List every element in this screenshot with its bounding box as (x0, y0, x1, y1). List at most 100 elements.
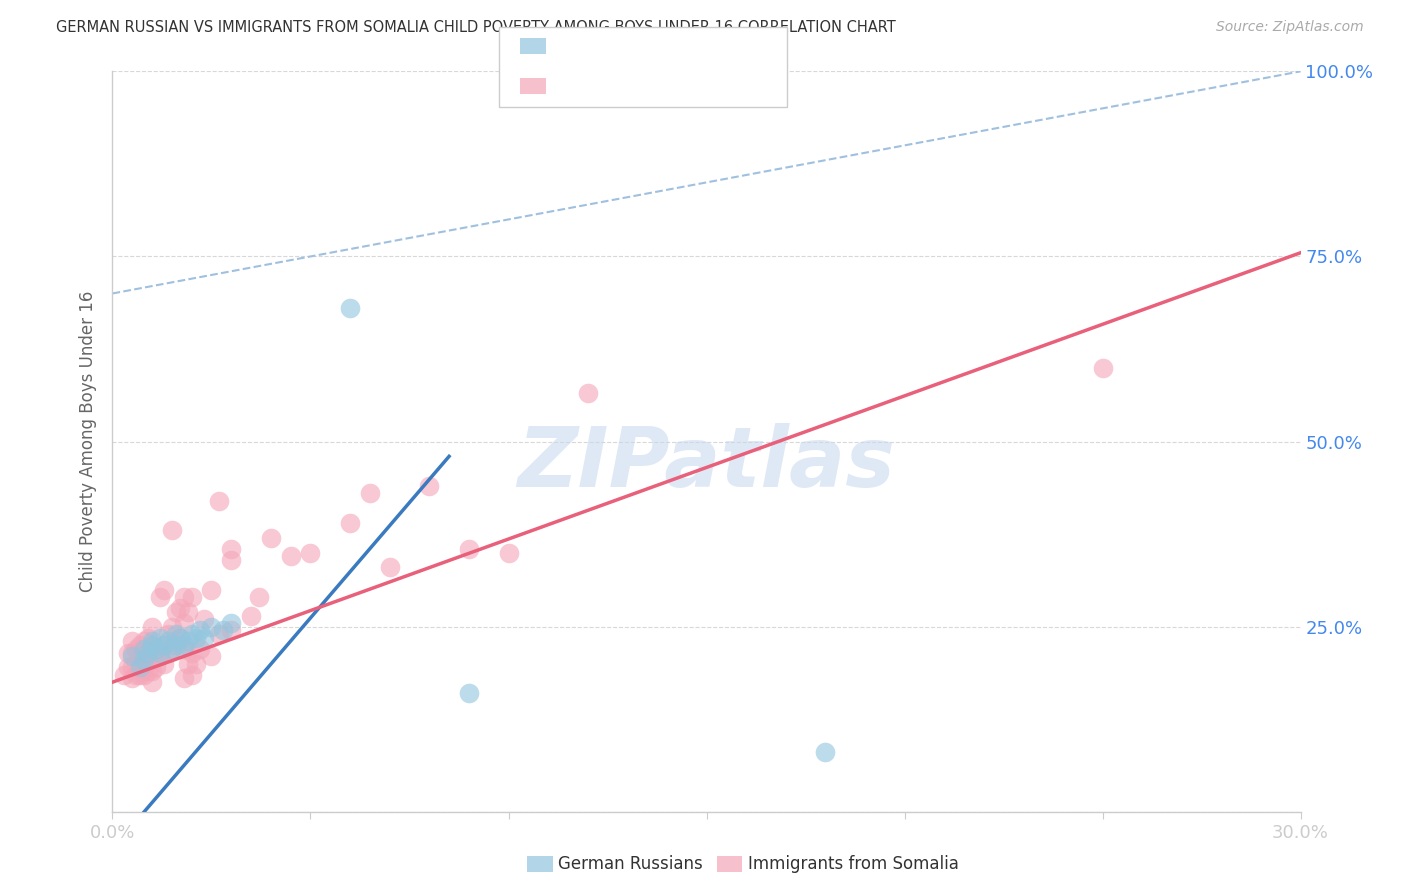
Point (145, 641, 167, 656)
Point (141, 619, 163, 633)
Point (219, 624, 242, 638)
Text: N = 73: N = 73 (662, 77, 720, 95)
Point (134, 634, 156, 648)
Point (247, 590, 270, 604)
Point (149, 649, 172, 664)
Point (134, 660, 156, 674)
Point (180, 667, 202, 681)
Point (359, 486, 381, 500)
Y-axis label: Child Poverty Among Boys Under 16: Child Poverty Among Boys Under 16 (79, 291, 97, 592)
Point (208, 627, 231, 641)
Point (125, 667, 148, 681)
Point (136, 646, 159, 660)
Point (134, 667, 156, 681)
Text: N = 28: N = 28 (662, 37, 720, 55)
Point (153, 638, 176, 652)
Point (136, 664, 159, 678)
Point (160, 524, 183, 538)
Text: GERMAN RUSSIAN VS IMMIGRANTS FROM SOMALIA CHILD POVERTY AMONG BOYS UNDER 16 CORR: GERMAN RUSSIAN VS IMMIGRANTS FROM SOMALI… (56, 20, 896, 35)
Point (121, 660, 143, 674)
Point (173, 638, 195, 652)
Point (219, 615, 242, 630)
Point (212, 624, 235, 638)
Point (160, 619, 183, 633)
Point (153, 582, 176, 597)
Point (117, 660, 139, 674)
Point (136, 649, 159, 664)
Point (129, 667, 152, 681)
Point (177, 657, 200, 671)
Point (169, 601, 191, 615)
Point (141, 649, 163, 664)
Point (121, 672, 143, 686)
Point (219, 553, 242, 567)
Point (200, 649, 222, 664)
Point (188, 641, 211, 656)
Point (498, 546, 520, 560)
Point (299, 546, 322, 560)
Point (280, 549, 302, 564)
Point (165, 638, 187, 652)
Point (418, 479, 440, 493)
Point (141, 634, 163, 648)
Point (141, 675, 163, 690)
Point (156, 646, 179, 660)
Point (141, 638, 163, 652)
Point (200, 619, 222, 633)
Point (156, 627, 179, 641)
Point (134, 641, 156, 656)
Point (193, 631, 215, 645)
Point (121, 646, 143, 660)
Point (149, 590, 172, 604)
Point (339, 301, 361, 316)
Point (184, 657, 207, 671)
Point (160, 641, 183, 656)
Point (165, 634, 187, 648)
Text: German Russians: German Russians (558, 855, 703, 873)
Point (180, 590, 202, 604)
Text: Source: ZipAtlas.com: Source: ZipAtlas.com (1216, 20, 1364, 34)
Point (125, 657, 148, 671)
Point (200, 582, 222, 597)
Point (149, 646, 172, 660)
Point (169, 631, 191, 645)
Point (339, 516, 361, 530)
Point (121, 649, 143, 664)
Point (112, 667, 135, 681)
Point (149, 631, 172, 645)
Point (169, 631, 191, 645)
Point (1091, 360, 1114, 375)
Point (145, 660, 167, 674)
Text: R = 0.477: R = 0.477 (557, 37, 640, 55)
Point (165, 627, 187, 641)
Point (458, 686, 481, 700)
Point (136, 631, 159, 645)
Text: ZIPatlas: ZIPatlas (517, 423, 896, 504)
Point (160, 641, 183, 656)
Point (125, 641, 148, 656)
Point (177, 634, 200, 648)
Text: R = 0.589: R = 0.589 (557, 77, 640, 95)
Point (141, 638, 163, 652)
Point (121, 634, 143, 648)
Point (193, 612, 215, 626)
Point (188, 624, 211, 638)
Point (177, 605, 200, 619)
Point (173, 672, 195, 686)
Point (156, 634, 179, 648)
Point (153, 657, 176, 671)
Point (134, 653, 156, 667)
Point (260, 531, 283, 545)
Point (180, 646, 202, 660)
Point (240, 608, 263, 623)
Point (141, 664, 163, 678)
Point (129, 649, 152, 664)
Point (378, 560, 401, 574)
Point (208, 493, 231, 508)
Point (173, 590, 195, 604)
Point (814, 746, 837, 760)
Point (173, 641, 195, 656)
Text: Immigrants from Somalia: Immigrants from Somalia (748, 855, 959, 873)
Point (153, 638, 176, 652)
Point (117, 646, 139, 660)
